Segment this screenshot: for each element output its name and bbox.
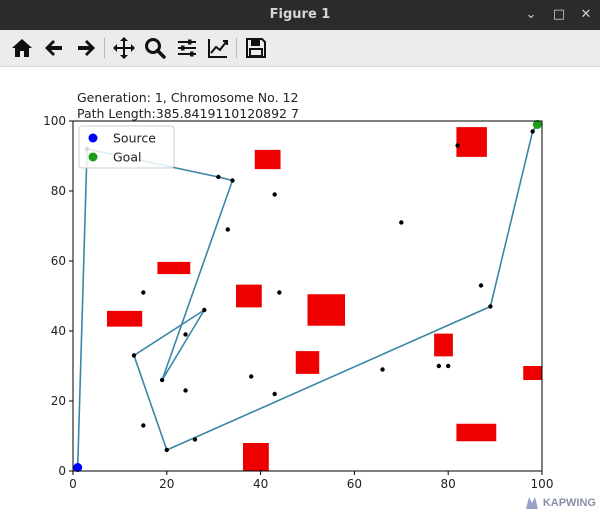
edit-axis-button[interactable]: [206, 36, 230, 60]
edit-axis-icon: [208, 39, 228, 58]
x-tick-label: 20: [159, 477, 174, 491]
legend-label: Source: [113, 131, 156, 146]
legend-label: Goal: [113, 150, 141, 165]
waypoint-node: [272, 192, 277, 197]
waypoint-node: [192, 437, 198, 442]
legend-marker: [88, 152, 98, 162]
obstacle: [295, 351, 320, 374]
waypoint-node: [159, 377, 165, 383]
restore-button[interactable]: □: [552, 7, 566, 22]
y-tick-label: 100: [43, 114, 66, 128]
y-tick-label: 20: [51, 394, 66, 408]
minimize-button[interactable]: ⌄: [525, 7, 537, 22]
kapwing-logo-icon: [525, 497, 538, 509]
legend-box: [78, 125, 175, 169]
waypoint-node: [131, 353, 137, 358]
zoom-icon: [145, 38, 166, 59]
obstacle: [235, 284, 262, 308]
window-titlebar: Figure 1 ⌄ □ ✕: [0, 0, 600, 30]
watermark: KAPWING: [524, 494, 596, 512]
forward-button[interactable]: [74, 36, 98, 60]
zoom-button[interactable]: [143, 36, 167, 60]
waypoint-node: [272, 391, 277, 397]
obstacle: [456, 127, 487, 157]
save-icon: [246, 38, 266, 58]
source-point: [73, 463, 83, 472]
waypoint-node: [436, 363, 442, 369]
y-tick-label: 80: [51, 184, 66, 198]
navigation-toolbar: [0, 30, 600, 67]
pan-icon: [113, 37, 135, 59]
waypoint-node: [455, 143, 460, 148]
obstacle: [523, 366, 542, 380]
goal-point: [532, 120, 542, 129]
generation-label: Generation: 1, Chromosome No. 12: [77, 90, 299, 105]
waypoint-node: [380, 367, 385, 372]
waypoint-node: [249, 374, 254, 379]
waypoint-node: [399, 220, 404, 225]
path-plot: 0 20 40 60 80 100 0 20 40 60 80 100 Source Goal: [43, 114, 554, 491]
subplots-icon: [178, 39, 196, 57]
toolbar-separator: [236, 38, 237, 58]
path-length-label: Path Length:385.8419110120892 7: [77, 106, 299, 121]
waypoint-node: [530, 129, 535, 134]
obstacle: [254, 149, 281, 170]
obstacle: [307, 294, 346, 326]
waypoint-node: [277, 290, 282, 295]
forward-arrow-icon: [78, 40, 95, 56]
waypoint-node: [202, 307, 207, 313]
back-button[interactable]: [42, 36, 66, 60]
x-tick-label: 0: [69, 477, 77, 491]
back-arrow-icon: [45, 40, 62, 56]
legend-marker: [88, 133, 98, 143]
waypoint-node: [225, 227, 230, 232]
home-button[interactable]: [10, 36, 34, 60]
obstacle: [107, 310, 143, 327]
waypoint-node: [164, 447, 169, 453]
obstacle: [243, 443, 269, 471]
figure-canvas[interactable]: Generation: 1, Chromosome No. 12 Path Le…: [0, 67, 600, 518]
x-tick-label: 60: [347, 477, 362, 491]
home-icon: [12, 39, 32, 57]
axes-frame: [72, 120, 543, 472]
window-title: Figure 1: [269, 7, 331, 22]
x-tick-label: 40: [253, 477, 268, 491]
y-tick-label: 60: [51, 254, 66, 268]
obstacle: [157, 261, 191, 275]
waypoint-node: [141, 423, 146, 428]
waypoint-node: [183, 388, 188, 393]
x-tick-label: 100: [531, 477, 554, 491]
subplots-button[interactable]: [175, 36, 199, 60]
x-tick-label: 80: [441, 477, 456, 491]
watermark-text: KAPWING: [542, 497, 596, 509]
waypoint-node: [141, 290, 146, 295]
obstacle: [456, 423, 497, 442]
waypoint-node: [446, 363, 451, 369]
waypoint-node: [216, 174, 221, 180]
y-tick-label: 0: [58, 464, 66, 478]
obstacle: [434, 333, 453, 357]
save-button[interactable]: [244, 36, 268, 60]
y-tick-label: 40: [51, 324, 66, 338]
waypoint-node: [488, 304, 493, 309]
toolbar-separator: [104, 38, 105, 58]
pan-button[interactable]: [112, 36, 136, 60]
close-button[interactable]: ✕: [580, 7, 592, 22]
waypoint-node: [183, 332, 188, 337]
waypoint-node: [478, 283, 484, 288]
waypoint-node: [230, 178, 235, 183]
